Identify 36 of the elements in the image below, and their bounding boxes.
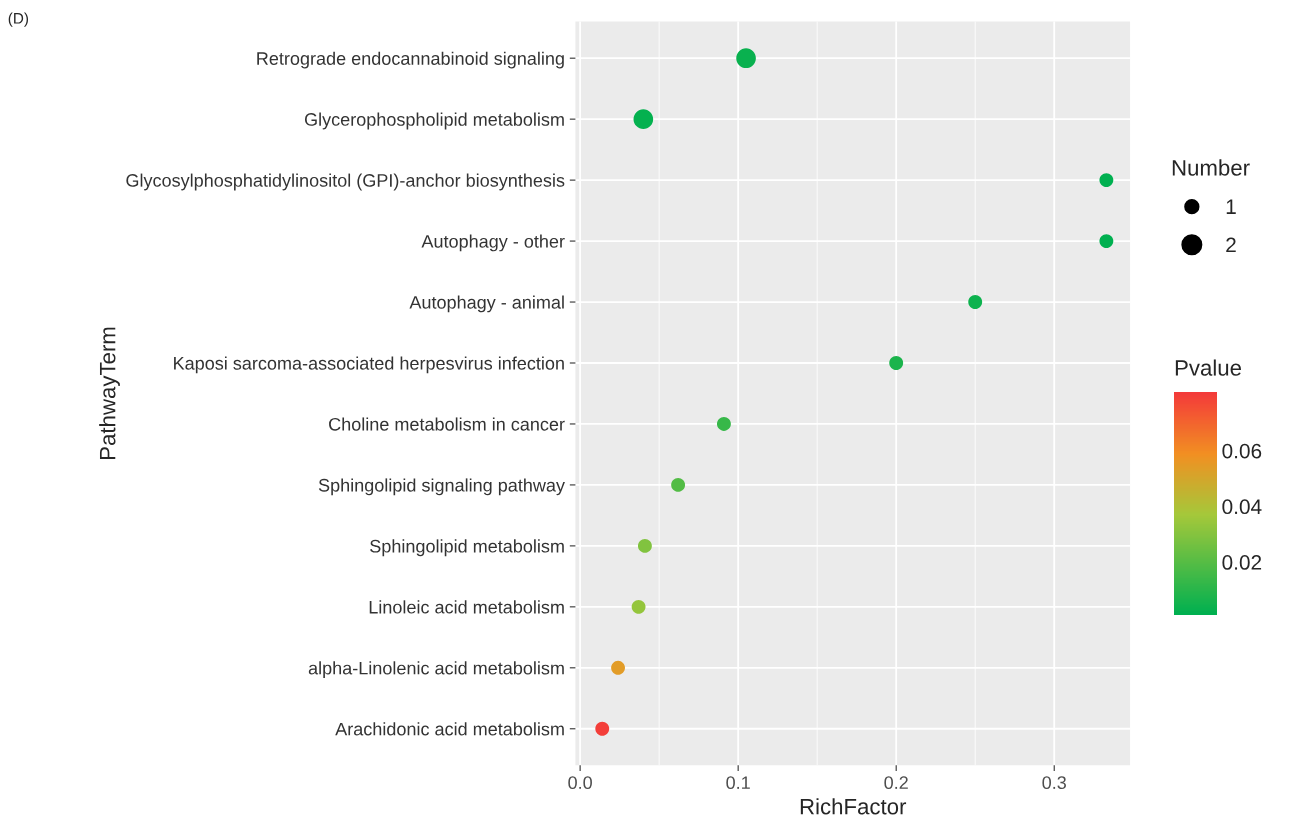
y-tick-label: Retrograde endocannabinoid signaling bbox=[257, 51, 564, 69]
y-tick-label: Kaposi sarcoma-associated herpesvirus infection bbox=[174, 356, 564, 374]
color-bar-label: 0.02 bbox=[1222, 555, 1262, 570]
y-axis-title: PathwayTerm bbox=[99, 327, 120, 459]
x-tick-label: 0.2 bbox=[884, 776, 908, 790]
y-tick-label: Autophagy - animal bbox=[409, 295, 564, 313]
color-bar-label: 0.04 bbox=[1222, 499, 1262, 515]
y-tick-label: alpha-Linolenic acid metabolism bbox=[308, 661, 564, 679]
x-tick-label: 0.0 bbox=[568, 776, 592, 790]
legend-label: 1 bbox=[1226, 199, 1236, 214]
legend-title: Number bbox=[1172, 159, 1250, 176]
point bbox=[631, 599, 646, 614]
text: (D) bbox=[8, 12, 29, 27]
y-tick-label: Glycosylphosphatidylinositol (GPI)-anchor biosynthesis bbox=[126, 173, 565, 191]
point bbox=[595, 721, 610, 736]
color-bar-label: 0.06 bbox=[1222, 443, 1262, 459]
x-tick-label: 0.1 bbox=[726, 776, 750, 790]
y-tick-label: Linoleic acid metabolism bbox=[369, 600, 564, 614]
point bbox=[1099, 234, 1114, 249]
point bbox=[637, 538, 652, 553]
y-tick-label: Glycerophospholipid metabolism bbox=[304, 112, 564, 130]
point bbox=[716, 417, 731, 431]
y-tick-label: Arachidonic acid metabolism bbox=[335, 722, 564, 736]
point bbox=[968, 295, 983, 309]
y-tick-label: Sphingolipid metabolism bbox=[370, 539, 564, 557]
color-bar-title: Pvalue bbox=[1175, 359, 1241, 376]
legend-label: 2 bbox=[1226, 237, 1236, 253]
point bbox=[889, 356, 904, 370]
x-axis-title: RichFactor bbox=[800, 798, 907, 815]
point bbox=[611, 660, 625, 675]
y-tick-label: Choline metabolism in cancer bbox=[329, 417, 565, 431]
y-tick-label: Autophagy - other bbox=[421, 234, 565, 252]
point bbox=[1099, 173, 1114, 188]
x-tick-label: 0.3 bbox=[1042, 776, 1066, 790]
y-tick-label: Sphingolipid signaling pathway bbox=[318, 478, 565, 496]
point bbox=[671, 477, 686, 492]
